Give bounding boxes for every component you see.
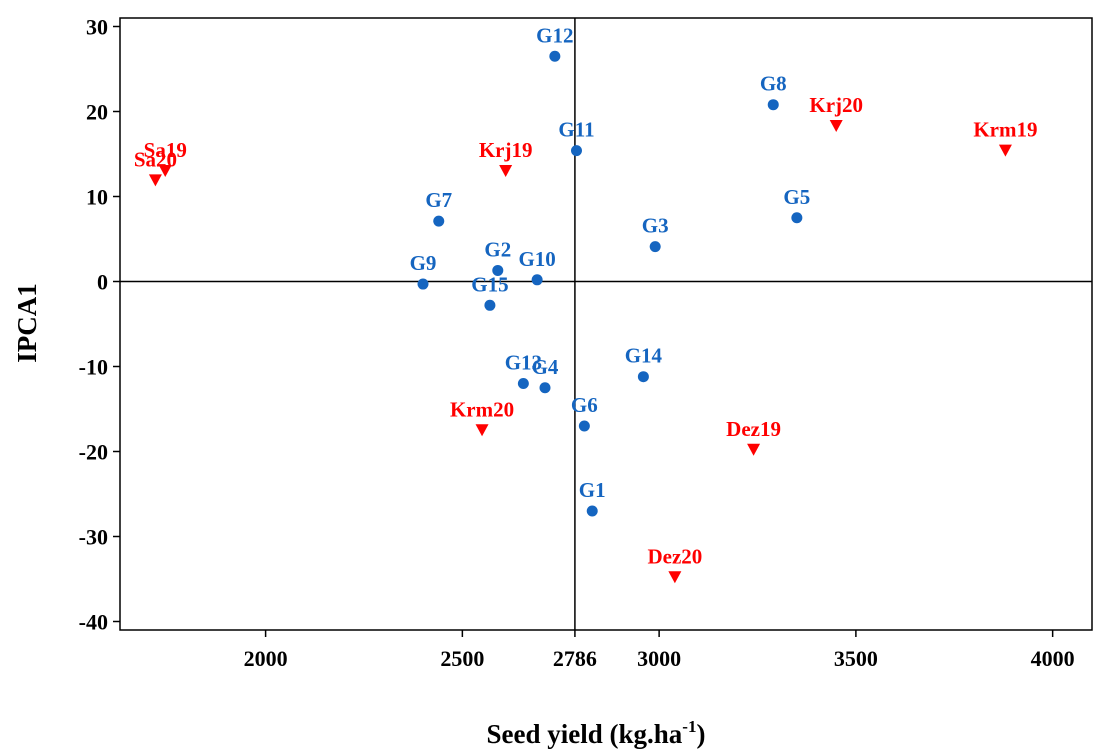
genotype-point bbox=[586, 505, 598, 517]
genotype-label: G13 bbox=[505, 351, 542, 375]
environment-label: Dez20 bbox=[647, 544, 702, 568]
x-axis-title-text: Seed yield (kg.ha bbox=[487, 719, 683, 749]
genotype-label: G3 bbox=[642, 214, 669, 238]
environment-point bbox=[998, 144, 1012, 157]
genotype-label: G15 bbox=[471, 272, 508, 296]
x-tick-label: 4000 bbox=[1031, 646, 1075, 671]
environment-point bbox=[747, 443, 761, 456]
environment-point bbox=[829, 119, 843, 132]
x-axis: 2000 2500 2786 3000 3500 4000 bbox=[244, 630, 1075, 671]
environment-label: Krm19 bbox=[973, 118, 1037, 142]
genotype-label: G8 bbox=[760, 72, 787, 96]
environment-point bbox=[158, 165, 172, 177]
data-points: G1 G2 G3 G4 G5 G6 G7 G8 G9 G10 G11 G12 G13 G14 G15 Sa19… bbox=[134, 23, 1038, 584]
environment-label: Sa20 bbox=[134, 147, 177, 171]
y-tick-label: 0 bbox=[97, 270, 108, 295]
environment-point bbox=[499, 165, 513, 177]
environment-label: Krj19 bbox=[479, 138, 533, 162]
y-tick-label: -10 bbox=[79, 355, 108, 380]
genotype-point bbox=[492, 264, 504, 276]
y-tick-label: 10 bbox=[86, 185, 108, 210]
plot-frame bbox=[119, 17, 1093, 631]
environment-label: Krj20 bbox=[809, 93, 863, 117]
genotype-label: G4 bbox=[532, 355, 559, 379]
genotype-label: G10 bbox=[518, 247, 555, 271]
x-axis-title-sup: -1 bbox=[682, 717, 696, 736]
genotype-point bbox=[433, 215, 445, 227]
y-tick-label: 20 bbox=[86, 100, 108, 125]
x-tick-label: 3500 bbox=[834, 646, 878, 671]
genotype-point bbox=[539, 382, 551, 394]
genotype-label: G9 bbox=[410, 251, 437, 275]
genotype-label: G1 bbox=[579, 478, 606, 502]
y-tick-label: -20 bbox=[79, 440, 108, 465]
x-axis-title-close: ) bbox=[696, 719, 705, 749]
genotype-point bbox=[767, 99, 779, 111]
genotype-point bbox=[549, 50, 561, 62]
genotype-label: G12 bbox=[536, 23, 573, 47]
genotype-label: G7 bbox=[425, 188, 452, 212]
genotype-label: G5 bbox=[783, 185, 810, 209]
y-axis: -40 -30 -20 -10 0 10 20 30 bbox=[79, 15, 120, 635]
genotype-point bbox=[791, 212, 803, 224]
genotype-point bbox=[417, 278, 429, 290]
genotype-point bbox=[531, 274, 543, 286]
y-tick-label: -40 bbox=[79, 610, 108, 635]
y-axis-title: IPCA1 bbox=[12, 283, 42, 363]
genotype-label: G14 bbox=[625, 344, 663, 368]
y-tick-label: -30 bbox=[79, 525, 108, 550]
genotype-point bbox=[517, 378, 529, 389]
environment-label: Krm20 bbox=[450, 397, 514, 421]
genotype-label: G2 bbox=[484, 237, 511, 261]
environment-label: Sa19 bbox=[144, 138, 187, 162]
x-tick-label: 2786 bbox=[553, 646, 597, 671]
x-tick-label: 3000 bbox=[637, 646, 681, 671]
environment-point bbox=[668, 571, 682, 584]
genotype-label: G6 bbox=[571, 393, 598, 417]
genotype-point bbox=[570, 145, 582, 157]
genotype-point bbox=[649, 241, 661, 253]
environment-label: Dez19 bbox=[726, 417, 781, 441]
genotype-point bbox=[484, 299, 496, 311]
x-axis-title: Seed yield (kg.ha-1) bbox=[487, 717, 706, 749]
genotype-point bbox=[578, 420, 590, 432]
genotype-point bbox=[637, 371, 649, 383]
x-tick-label: 2000 bbox=[244, 646, 288, 671]
environment-point bbox=[148, 174, 162, 187]
environment-point bbox=[475, 424, 489, 437]
genotype-label: G11 bbox=[558, 118, 594, 142]
y-tick-label: 30 bbox=[86, 15, 108, 40]
x-tick-label: 2500 bbox=[440, 646, 484, 671]
